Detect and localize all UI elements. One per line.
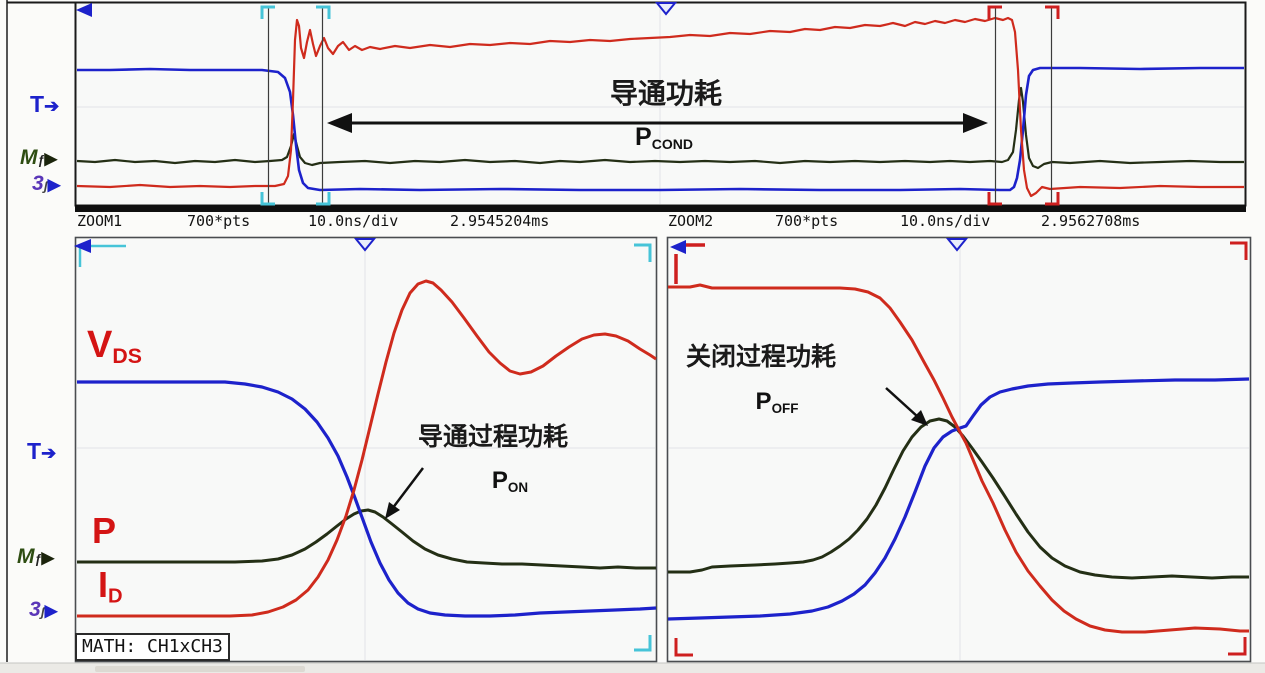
right-arrow-icon: ➔ bbox=[44, 96, 60, 116]
channel-marker-trigger-top[interactable]: T➔ bbox=[30, 91, 60, 117]
zoom-off-corner-markers bbox=[670, 240, 1248, 657]
conduction-loss-symbol: PCOND bbox=[635, 123, 693, 152]
trace-vds-zoom-on bbox=[77, 380, 657, 618]
zoom-off-position-arrow[interactable] bbox=[670, 240, 686, 254]
channel-marker-ch3-zoom[interactable]: 3ʃ▶ bbox=[29, 598, 58, 621]
zoom-off-corner-tr bbox=[1230, 241, 1248, 260]
channel-marker-ch3-top[interactable]: 3ʃ▶ bbox=[32, 172, 61, 195]
zoom-on-corner-br bbox=[634, 635, 652, 652]
turn-on-loss-symbol: PON bbox=[491, 467, 529, 495]
right-arrow-icon: ➔ bbox=[41, 443, 57, 463]
math-fx-icon: ƒ bbox=[34, 552, 42, 567]
zoom2-bracket[interactable] bbox=[987, 5, 1060, 206]
trace-power-top bbox=[76, 86, 1244, 170]
bottom-strip bbox=[0, 663, 1265, 673]
ch3-fx-icon: ʃ bbox=[40, 605, 45, 620]
zoom2-bracket-tip-br[interactable] bbox=[1045, 192, 1060, 206]
p-on-arrow-line bbox=[391, 467, 424, 510]
zoom1-time-readout: 2.9545204ms bbox=[450, 212, 550, 230]
zoom-on-corner-tr bbox=[634, 243, 652, 262]
zoom1-bracket-tip-bl[interactable] bbox=[260, 192, 275, 206]
trace-id-zoom-on bbox=[77, 279, 657, 618]
zoom2-timebase: 10.0ns/div bbox=[900, 212, 991, 230]
zoom1-bracket[interactable] bbox=[260, 5, 331, 206]
trigger-marker-top[interactable] bbox=[654, 2, 678, 16]
math-fx-icon: ƒ bbox=[37, 153, 45, 168]
zoom2-bracket-tip-bl[interactable] bbox=[987, 192, 1002, 206]
zoom-off-corner-bl bbox=[674, 638, 693, 657]
trace-vds-top bbox=[77, 66, 1244, 192]
turn-on-loss-title: 导通过程功耗 bbox=[418, 423, 569, 451]
waveform-position-arrow-top[interactable] bbox=[76, 3, 92, 17]
turn-off-loss-title: 关闭过程功耗 bbox=[686, 343, 837, 371]
zoom-off-panel bbox=[666, 236, 1252, 663]
zoom1-record-length: 700*pts bbox=[187, 212, 251, 230]
trace-vds-zoom-off bbox=[667, 377, 1250, 621]
bottom-strip-segment bbox=[95, 666, 305, 672]
zoom1-bracket-tip-tr[interactable] bbox=[316, 5, 331, 19]
trace-id-top bbox=[76, 16, 1244, 198]
p-off-pointer-arrow bbox=[885, 387, 928, 426]
conduction-arrow-head-left bbox=[327, 113, 352, 133]
trigger-marker-zoom-off[interactable] bbox=[945, 238, 969, 252]
main-panel-bottom-bar bbox=[75, 205, 1246, 212]
trace-power-zoom-off bbox=[668, 417, 1249, 580]
zoom2-bracket-tip-tr[interactable] bbox=[1045, 5, 1060, 19]
zoom2-time-readout: 2.9562708ms bbox=[1041, 212, 1141, 230]
conduction-loss-title: 导通功耗 bbox=[609, 78, 722, 109]
p-on-arrow-head bbox=[385, 502, 400, 519]
math-source-badge: MATH: CH1xCH3 bbox=[75, 633, 230, 661]
channel-marker-math-top[interactable]: Mƒ▶ bbox=[20, 146, 58, 169]
zoom1-bracket-tip-br[interactable] bbox=[316, 192, 331, 206]
zoom-off-corner-br bbox=[1228, 637, 1247, 656]
conduction-span-arrow bbox=[327, 113, 988, 133]
p-off-arrow-head bbox=[911, 410, 928, 426]
vds-label: VDS bbox=[87, 324, 142, 368]
channel-marker-trigger-zoom[interactable]: T➔ bbox=[27, 438, 57, 464]
zoom2-label: ZOOM2 bbox=[668, 212, 714, 230]
right-arrow-icon: ▶ bbox=[44, 602, 58, 620]
id-label: ID bbox=[98, 564, 123, 608]
power-label: P bbox=[92, 510, 117, 551]
zoom2-record-length: 700*pts bbox=[775, 212, 839, 230]
p-on-pointer-arrow bbox=[385, 467, 424, 519]
zoom-on-corner-markers bbox=[74, 239, 652, 652]
trace-power-zoom-on bbox=[77, 508, 656, 570]
zoom-on-position-arrow[interactable] bbox=[74, 239, 91, 253]
p-off-arrow-line bbox=[885, 387, 919, 418]
zoom1-label: ZOOM1 bbox=[77, 212, 123, 230]
ch3-fx-icon: ʃ bbox=[43, 179, 48, 194]
zoom1-bracket-tip-tl[interactable] bbox=[260, 5, 275, 19]
right-arrow-icon: ▶ bbox=[41, 549, 55, 567]
channel-marker-math-zoom[interactable]: Mƒ▶ bbox=[17, 545, 55, 568]
zoom2-bracket-tip-tl[interactable] bbox=[987, 5, 1002, 19]
right-arrow-icon: ▶ bbox=[44, 150, 58, 168]
right-arrow-icon: ▶ bbox=[47, 176, 61, 194]
trigger-marker-zoom-on[interactable] bbox=[353, 238, 377, 252]
zoom1-timebase: 10.0ns/div bbox=[308, 212, 399, 230]
turn-off-loss-symbol: POFF bbox=[755, 388, 799, 416]
conduction-arrow-head-right bbox=[963, 113, 988, 133]
trace-id-zoom-off bbox=[668, 283, 1249, 634]
